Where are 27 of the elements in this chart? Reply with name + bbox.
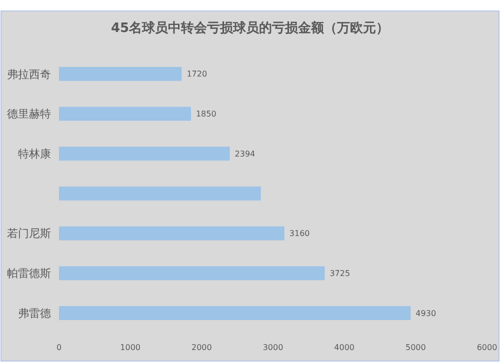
y-tick-label: 帕雷德斯 — [7, 267, 51, 280]
y-tick-label: 德里赫特 — [7, 108, 51, 121]
x-tick-label: 0 — [56, 343, 62, 352]
y-tick-label: 弗拉西奇 — [7, 68, 51, 81]
bar — [59, 66, 182, 81]
data-label: 2394 — [234, 149, 256, 158]
data-label: 3160 — [289, 229, 310, 238]
data-label: 4930 — [416, 308, 436, 318]
bar — [59, 186, 261, 200]
x-tick-label: 1000 — [120, 343, 141, 352]
x-tick-label: 2000 — [191, 343, 212, 352]
bar — [59, 306, 411, 320]
x-tick-label: 4000 — [334, 343, 355, 352]
x-tick-label: 3000 — [262, 343, 284, 352]
bar — [59, 146, 230, 161]
y-tick-label: 弗雷德 — [18, 306, 51, 320]
bar — [59, 106, 191, 121]
bar — [59, 266, 325, 280]
chart-title: 45名球员中转会亏损球员的亏损金额（万欧元） — [110, 20, 390, 36]
y-tick-label: 若门尼斯 — [7, 227, 51, 240]
x-tick-label: 6000 — [476, 343, 498, 352]
y-tick-label: 特林康 — [18, 147, 51, 160]
x-tick-label: 5000 — [405, 343, 426, 352]
data-label: 3725 — [330, 269, 350, 278]
data-label: 1720 — [186, 70, 208, 79]
data-label: 1850 — [196, 110, 216, 119]
bar — [59, 226, 284, 240]
